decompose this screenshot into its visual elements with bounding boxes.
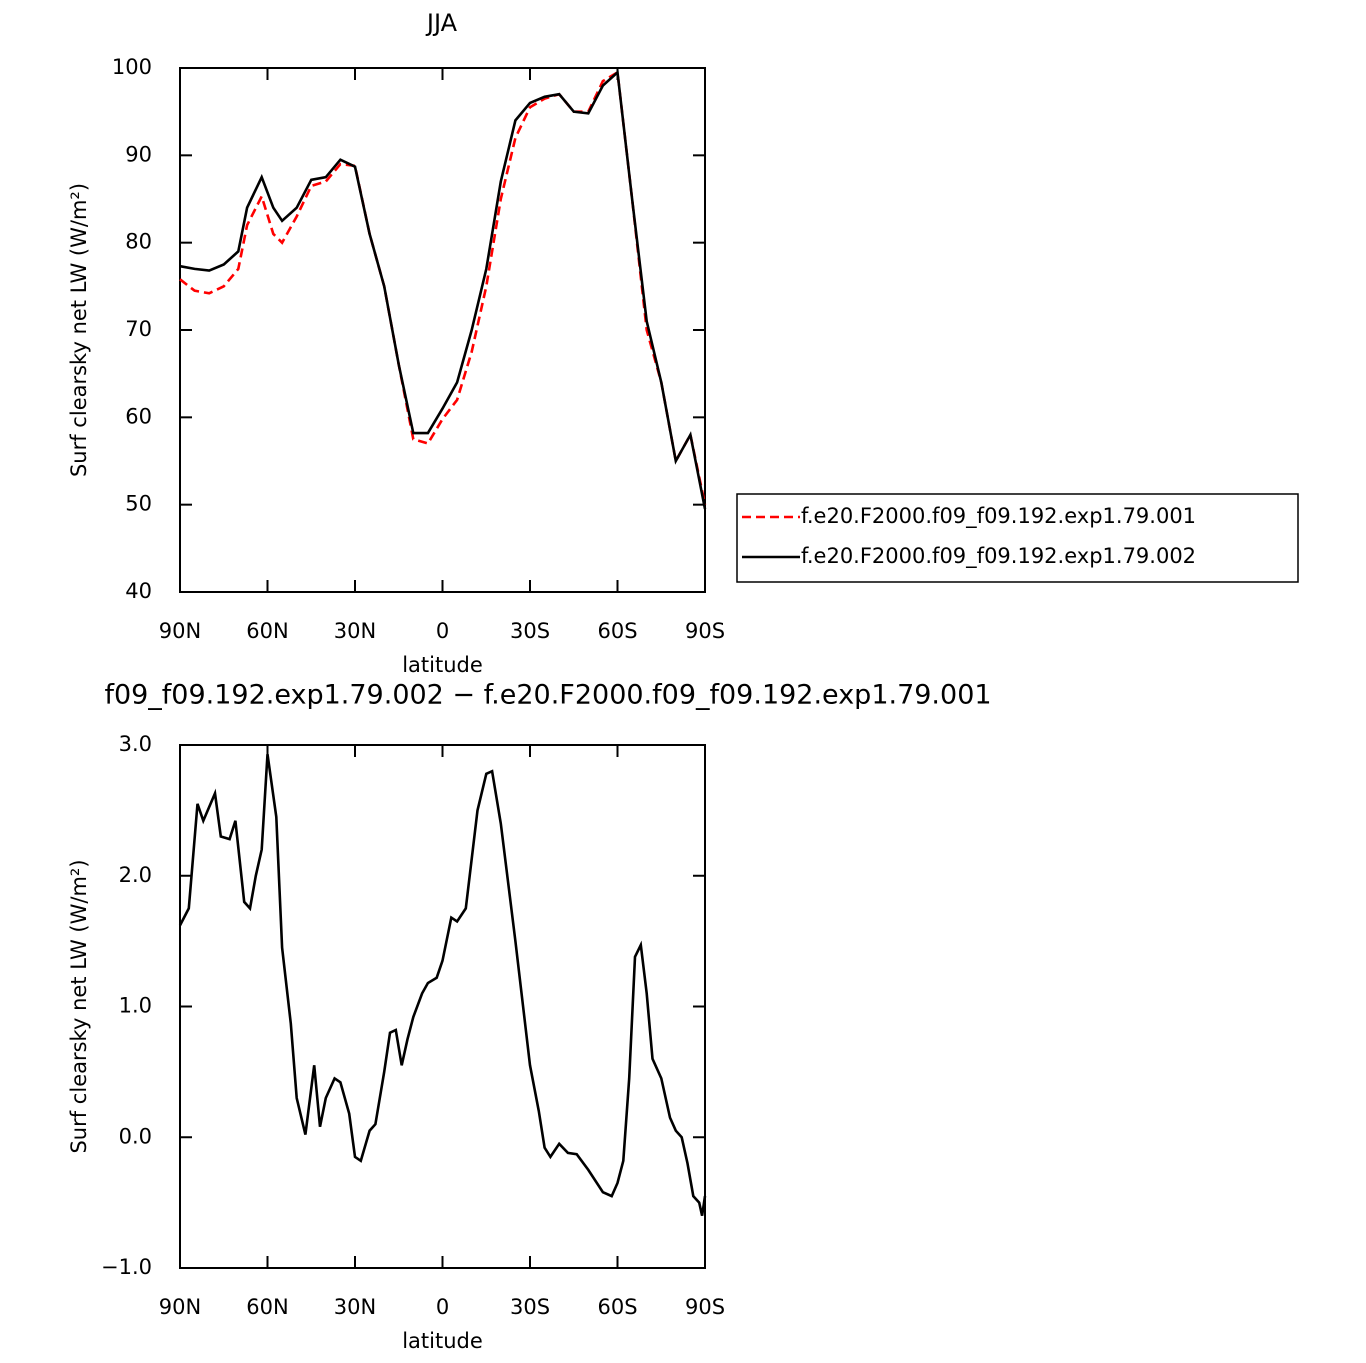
y-axis-label: Surf clearsky net LW (W/m²) <box>67 859 91 1153</box>
x-tick-label: 60N <box>246 619 288 643</box>
y-tick-label: 1.0 <box>119 994 152 1018</box>
x-tick-label: 90N <box>159 619 201 643</box>
legend-label: f.e20.F2000.f09_f09.192.exp1.79.001 <box>801 504 1196 529</box>
data-line <box>178 754 707 1216</box>
y-tick-label: −1.0 <box>101 1255 152 1279</box>
y-tick-label: 80 <box>125 230 152 254</box>
y-tick-label: 70 <box>125 317 152 341</box>
y-tick-label: 0.0 <box>119 1124 152 1148</box>
y-tick-label: 40 <box>125 579 152 603</box>
legend-label: f.e20.F2000.f09_f09.192.exp1.79.002 <box>801 544 1196 569</box>
x-tick-label: 30N <box>334 619 376 643</box>
x-tick-label: 90S <box>685 1295 725 1319</box>
x-tick-label: 0 <box>436 1295 449 1319</box>
y-tick-label: 90 <box>125 142 152 166</box>
y-tick-label: 3.0 <box>119 732 152 756</box>
y-axis-label: Surf clearsky net LW (W/m²) <box>67 183 91 477</box>
data-line <box>179 69 707 510</box>
x-tick-label: 30S <box>510 1295 550 1319</box>
y-tick-label: 2.0 <box>119 863 152 887</box>
x-tick-label: 60S <box>597 619 637 643</box>
x-tick-label: 90N <box>159 1295 201 1319</box>
x-tick-label: 0 <box>436 619 449 643</box>
x-axis-label: latitude <box>402 1329 483 1353</box>
plot-frame <box>179 744 706 1269</box>
x-tick-label: 60S <box>597 1295 637 1319</box>
x-tick-label: 30S <box>510 619 550 643</box>
x-axis-label: latitude <box>402 653 483 677</box>
x-tick-label: 60N <box>246 1295 288 1319</box>
x-tick-label: 90S <box>685 619 725 643</box>
y-tick-label: 100 <box>112 55 152 79</box>
x-tick-label: 30N <box>334 1295 376 1319</box>
y-tick-label: 60 <box>125 404 152 428</box>
chart-title: JJA <box>425 9 458 37</box>
legend-box <box>736 493 1299 583</box>
chart-title: f09_f09.192.exp1.79.002 − f.e20.F2000.f0… <box>104 680 991 711</box>
y-tick-label: 50 <box>125 492 152 516</box>
